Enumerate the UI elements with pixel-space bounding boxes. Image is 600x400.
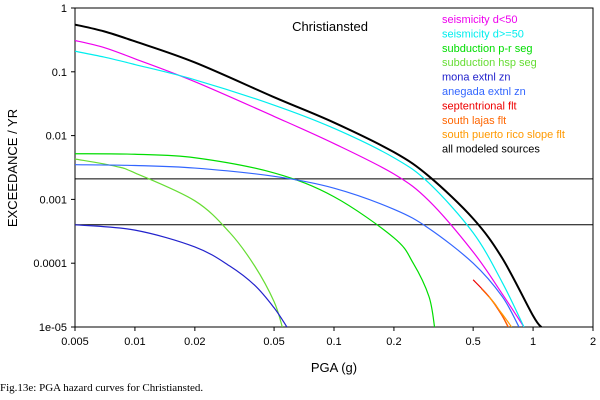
series-group bbox=[75, 23, 543, 327]
series-line-seismicity-d-50 bbox=[75, 39, 525, 327]
legend-entry: septentrional flt bbox=[442, 100, 517, 112]
y-axis-label: EXCEEDANCE / YR bbox=[5, 109, 20, 227]
series-line-seismicity-d-50 bbox=[75, 50, 525, 327]
legend-entry: all modeled sources bbox=[442, 144, 540, 156]
y-tick-label: 0.0001 bbox=[33, 258, 67, 270]
series-line-subduction-hsp-seg bbox=[75, 158, 283, 327]
legend-entry: mona extnl zn bbox=[442, 72, 510, 84]
series-line-all-modeled-sources bbox=[75, 23, 543, 327]
series-line-anegada-extnl-zn bbox=[75, 164, 520, 327]
y-tick-label: 0.1 bbox=[52, 67, 67, 79]
legend-entry: south puerto rico slope flt bbox=[442, 129, 565, 141]
legend: seismicity d<50 seismicity d>=50 subductio… bbox=[442, 14, 565, 156]
series-line-south-puerto-rico-slope-flt bbox=[488, 296, 513, 327]
x-tick-label: 0.01 bbox=[124, 336, 145, 348]
x-axis-ticks: 0.005 0.01 0.02 0.05 0.1 0.2 0.5 1 2 bbox=[61, 327, 596, 348]
reference-lines bbox=[75, 178, 593, 226]
x-tick-label: 0.2 bbox=[386, 336, 401, 348]
y-axis-ticks: 1 0.1 0.01 0.001 0.0001 1e-05 bbox=[33, 3, 75, 334]
y-tick-label: 0.01 bbox=[46, 131, 67, 143]
series-line-south-lajas-flt bbox=[480, 288, 509, 327]
figure-caption: Fig.13e: PGA hazard curves for Christian… bbox=[0, 382, 204, 394]
x-tick-label: 0.02 bbox=[184, 336, 205, 348]
x-tick-label: 0.005 bbox=[61, 336, 89, 348]
y-tick-label: 1e-05 bbox=[39, 322, 67, 334]
plot-frame bbox=[74, 7, 594, 328]
x-axis-label: PGA (g) bbox=[311, 360, 357, 375]
x-tick-label: 0.1 bbox=[326, 336, 341, 348]
legend-entry: subduction p-r seg bbox=[442, 43, 533, 55]
x-tick-label: 0.05 bbox=[263, 336, 284, 348]
legend-entry: subduction hsp seg bbox=[442, 57, 537, 69]
legend-entry: south lajas flt bbox=[442, 115, 506, 127]
series-line-subduction-p-r-seg bbox=[75, 153, 436, 327]
x-tick-label: 0.5 bbox=[465, 336, 480, 348]
x-tick-label: 2 bbox=[590, 336, 596, 348]
series-line-mona-extnl-zn bbox=[75, 224, 288, 327]
legend-entry: anegada extnl zn bbox=[442, 86, 526, 98]
y-tick-label: 1 bbox=[61, 3, 67, 15]
legend-entry: seismicity d<50 bbox=[442, 14, 518, 26]
chart-title: Christiansted bbox=[292, 19, 368, 34]
series-line-septentrional-flt bbox=[472, 279, 509, 327]
legend-entry: seismicity d>=50 bbox=[442, 28, 524, 40]
x-tick-label: 1 bbox=[530, 336, 536, 348]
y-tick-label: 0.001 bbox=[39, 194, 67, 206]
